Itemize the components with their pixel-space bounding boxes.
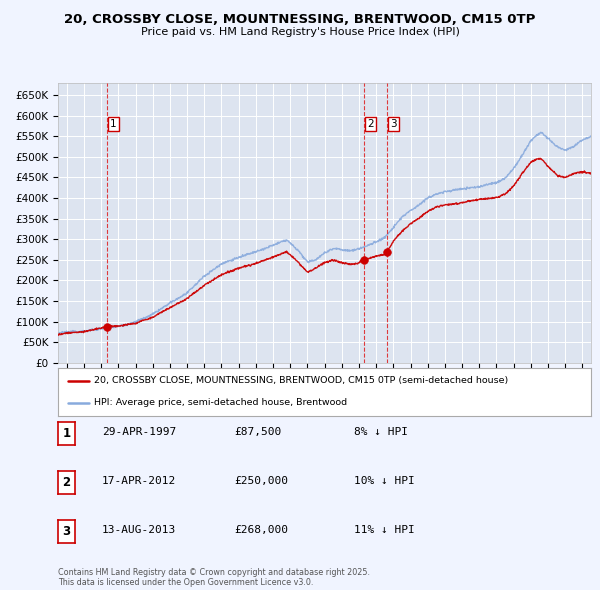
Text: 20, CROSSBY CLOSE, MOUNTNESSING, BRENTWOOD, CM15 0TP (semi-detached house): 20, CROSSBY CLOSE, MOUNTNESSING, BRENTWO… xyxy=(94,376,509,385)
Text: £268,000: £268,000 xyxy=(234,525,288,535)
Text: Price paid vs. HM Land Registry's House Price Index (HPI): Price paid vs. HM Land Registry's House … xyxy=(140,27,460,37)
Text: 17-APR-2012: 17-APR-2012 xyxy=(102,476,176,486)
Text: 8% ↓ HPI: 8% ↓ HPI xyxy=(354,427,408,437)
Text: 2: 2 xyxy=(367,119,374,129)
Text: £87,500: £87,500 xyxy=(234,427,281,437)
Text: 20, CROSSBY CLOSE, MOUNTNESSING, BRENTWOOD, CM15 0TP: 20, CROSSBY CLOSE, MOUNTNESSING, BRENTWO… xyxy=(64,13,536,26)
Text: HPI: Average price, semi-detached house, Brentwood: HPI: Average price, semi-detached house,… xyxy=(94,398,347,407)
Text: 13-AUG-2013: 13-AUG-2013 xyxy=(102,525,176,535)
Text: 2: 2 xyxy=(62,476,71,489)
Text: 1: 1 xyxy=(110,119,117,129)
Text: Contains HM Land Registry data © Crown copyright and database right 2025.
This d: Contains HM Land Registry data © Crown c… xyxy=(58,568,370,587)
Text: 1: 1 xyxy=(62,427,71,440)
Text: 29-APR-1997: 29-APR-1997 xyxy=(102,427,176,437)
Text: 3: 3 xyxy=(62,525,71,538)
Text: 3: 3 xyxy=(390,119,397,129)
Text: £250,000: £250,000 xyxy=(234,476,288,486)
Text: 10% ↓ HPI: 10% ↓ HPI xyxy=(354,476,415,486)
Text: 11% ↓ HPI: 11% ↓ HPI xyxy=(354,525,415,535)
